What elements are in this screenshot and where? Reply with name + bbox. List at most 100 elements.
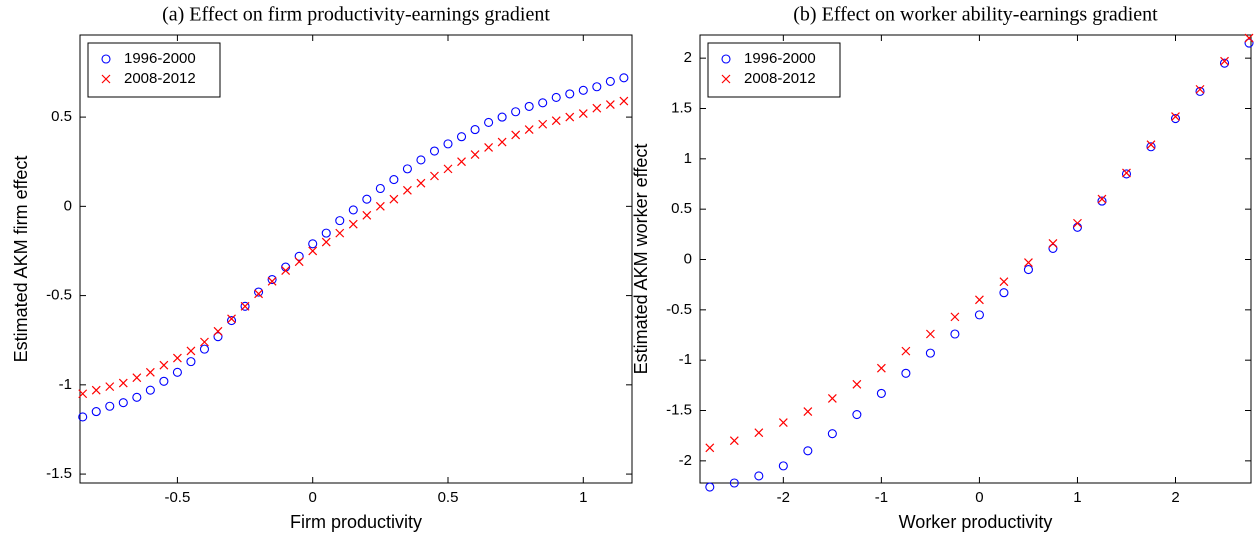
series (78, 73, 629, 422)
point (240, 301, 250, 311)
point (321, 237, 331, 247)
point (565, 89, 575, 99)
point (186, 357, 196, 367)
y-tick-label: 0.5 (51, 108, 72, 125)
panel-title: (b) Effect on worker ability-earnings gr… (793, 4, 1158, 26)
point (778, 461, 788, 471)
point (876, 388, 886, 398)
point (729, 478, 739, 488)
point (1048, 243, 1058, 253)
point (484, 143, 494, 152)
axes-box (79, 34, 633, 484)
point (565, 112, 575, 122)
legend-marker (101, 54, 111, 64)
y-tick-label: 2 (684, 49, 692, 66)
point (999, 277, 1009, 287)
x-tick-label: 1 (1073, 489, 1081, 506)
legend-marker (101, 74, 111, 84)
legend: 1996-2000 2008-2012 (707, 42, 841, 98)
point (267, 274, 277, 285)
point (118, 398, 128, 408)
point (254, 287, 264, 297)
point (200, 337, 209, 347)
point (484, 117, 494, 128)
point (852, 379, 862, 389)
point (1170, 114, 1181, 124)
x-tick-label: -1 (875, 489, 888, 506)
point (226, 316, 237, 326)
point (950, 329, 960, 339)
point (1097, 194, 1107, 204)
point (78, 389, 88, 399)
point (1195, 86, 1205, 96)
point (592, 82, 602, 92)
x-tick-label: 0 (975, 489, 983, 506)
point (145, 385, 155, 395)
point (375, 183, 385, 194)
point (1195, 84, 1205, 94)
point (132, 392, 142, 402)
point (402, 164, 412, 174)
point (429, 146, 440, 156)
point (619, 96, 629, 106)
point (524, 101, 534, 111)
point (705, 443, 715, 453)
point (497, 112, 507, 122)
legend-label: 2008-2012 (744, 70, 816, 87)
point (389, 194, 399, 204)
point (497, 137, 507, 147)
point (605, 76, 615, 86)
point (335, 216, 345, 226)
point (362, 210, 372, 220)
point (1072, 222, 1083, 232)
series (78, 96, 629, 399)
point (267, 276, 277, 286)
point (416, 155, 426, 165)
point (511, 130, 521, 140)
point (827, 429, 837, 439)
y-tick-label: 0 (64, 197, 72, 214)
x-tick-label: 1 (579, 489, 587, 506)
y-tick-label: -0.5 (46, 287, 72, 304)
point (1048, 238, 1058, 248)
point (335, 228, 345, 238)
point (172, 367, 182, 377)
point (551, 92, 561, 103)
point (348, 205, 358, 215)
point (321, 228, 331, 238)
point (974, 295, 984, 305)
point (1073, 218, 1082, 228)
legend-box (87, 42, 221, 98)
point (538, 98, 548, 108)
point (213, 332, 223, 342)
y-tick-label: -1 (59, 376, 72, 393)
point (91, 407, 101, 417)
x-tick-label: -2 (777, 489, 790, 506)
point (348, 219, 358, 229)
x-tick-label: 0 (309, 489, 317, 506)
point (227, 314, 236, 324)
point (852, 409, 862, 420)
point (145, 367, 155, 377)
point (375, 201, 385, 211)
point (430, 171, 439, 181)
point (901, 346, 911, 356)
point (1024, 258, 1033, 267)
y-tick-label: -0.5 (666, 301, 692, 318)
point (1146, 140, 1156, 150)
point (551, 116, 561, 126)
point (172, 353, 182, 363)
point (754, 428, 764, 438)
y-tick-label: 1.5 (671, 99, 692, 116)
point (1146, 142, 1156, 152)
series (705, 33, 1254, 453)
x-axis-label: Worker productivity (899, 512, 1053, 532)
point (294, 257, 304, 267)
legend-box (707, 42, 841, 98)
y-tick-label: 0.5 (671, 200, 692, 217)
point (389, 175, 399, 185)
point (308, 239, 318, 249)
y-tick-label: 0 (684, 250, 692, 267)
point (159, 360, 169, 370)
